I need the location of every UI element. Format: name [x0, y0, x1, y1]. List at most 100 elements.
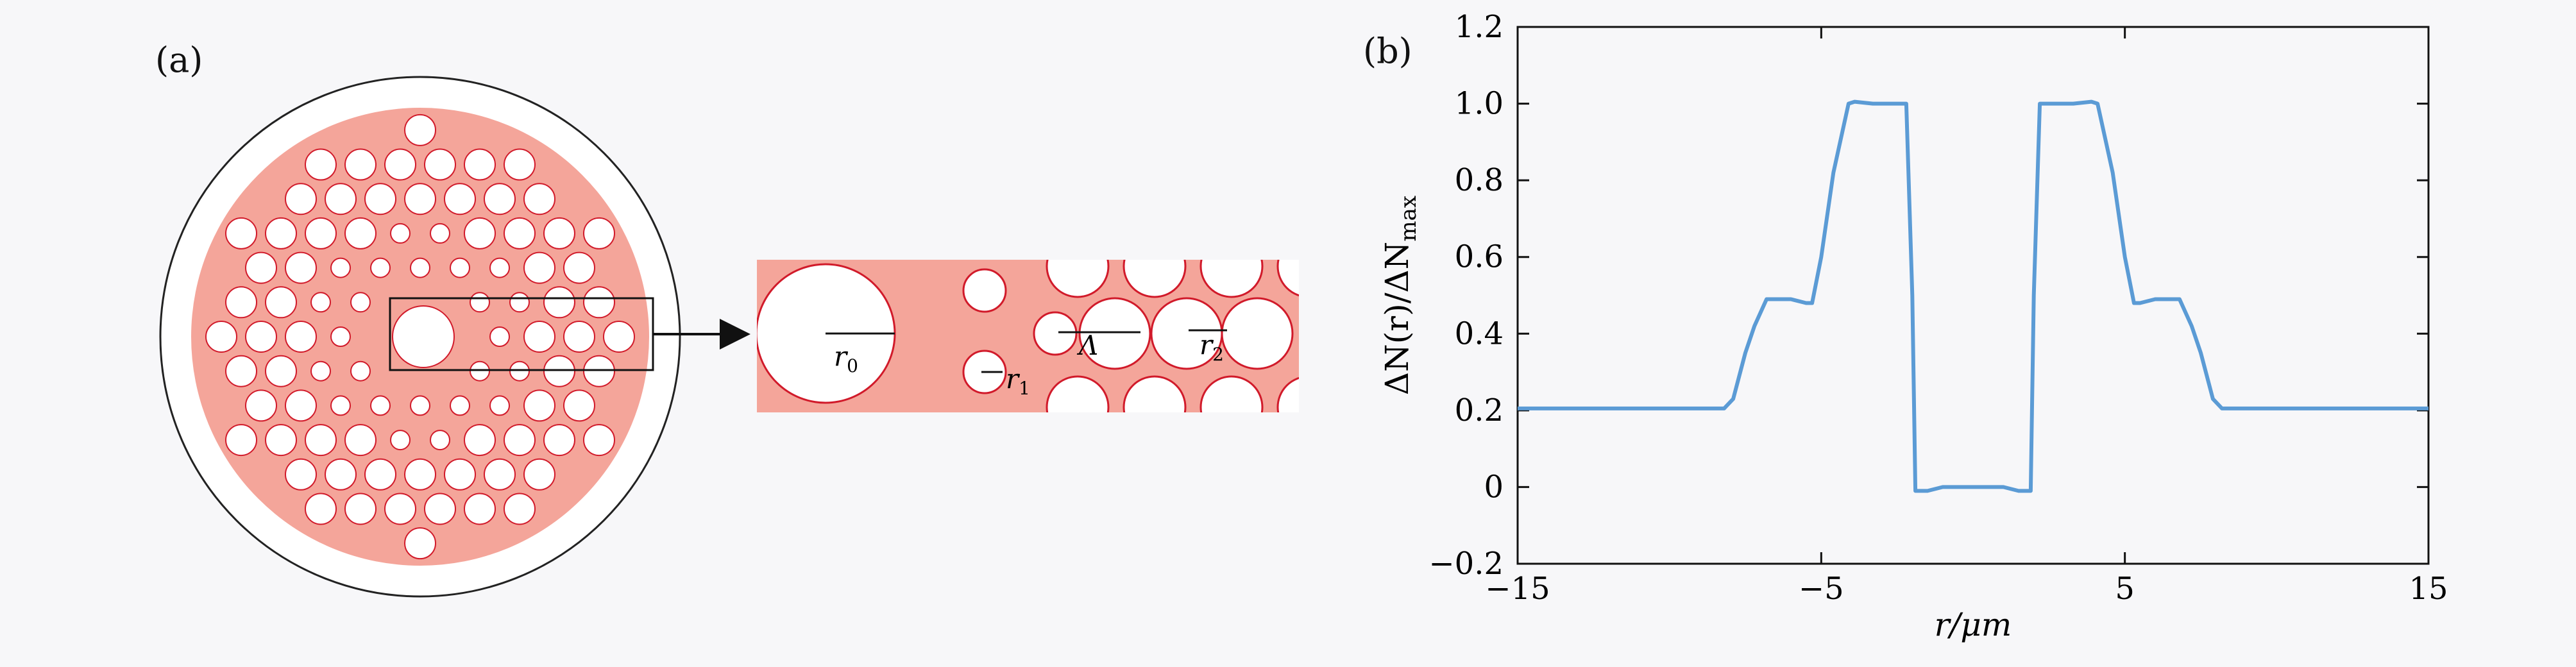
air-hole: [325, 458, 357, 491]
y-tick-label: 0.4: [1455, 316, 1504, 351]
air-hole: [543, 217, 575, 249]
air-hole: [390, 223, 411, 244]
y-axis-ticks: −0.2 0 0.2 0.4 0.6 0.8 1.0 1.2: [1428, 9, 2428, 582]
air-hole: [344, 148, 377, 181]
air-hole: [489, 257, 510, 278]
air-hole: [344, 217, 377, 249]
air-hole: [364, 183, 396, 215]
air-hole: [464, 424, 496, 457]
air-hole: [583, 286, 615, 319]
x-tick-label: 5: [2115, 571, 2135, 607]
air-hole: [523, 183, 555, 215]
plot-area-frame: [1516, 26, 2430, 565]
air-hole: [583, 424, 615, 457]
air-hole: [484, 183, 516, 215]
air-hole: [404, 527, 436, 560]
air-hole: [563, 321, 595, 353]
air-hole: [470, 360, 490, 382]
x-tick-label: −15: [1485, 571, 1550, 607]
air-hole: [285, 183, 317, 215]
x-tick-label: 15: [2409, 571, 2448, 607]
r1-label: r1: [1006, 363, 1030, 399]
air-hole: [450, 395, 470, 416]
air-hole: [404, 114, 436, 146]
air-hole: [344, 493, 377, 525]
air-hole: [330, 326, 351, 347]
air-hole: [603, 321, 635, 353]
air-hole: [285, 389, 317, 422]
zoomed-air-hole: [1123, 375, 1187, 412]
zoomed-air-hole: [1276, 376, 1299, 412]
air-hole: [523, 251, 555, 284]
air-hole: [265, 355, 297, 387]
y-tick-label: 1.2: [1455, 9, 1504, 45]
air-hole: [450, 257, 470, 278]
air-hole: [509, 292, 530, 313]
air-holes: [205, 114, 635, 560]
air-hole: [330, 395, 351, 416]
air-hole: [543, 355, 575, 387]
air-hole: [225, 424, 257, 457]
air-hole: [444, 183, 476, 215]
air-hole: [305, 424, 337, 457]
air-hole: [310, 360, 331, 382]
air-hole: [424, 148, 456, 181]
air-hole: [325, 183, 357, 215]
y-tick-label: 0: [1484, 469, 1504, 505]
air-hole: [563, 389, 595, 422]
air-hole: [225, 217, 257, 249]
y-tick-label: −0.2: [1428, 546, 1504, 582]
chart-svg: −15 −5 5 15 −0.2 0 0.2 0.4 0.6 0.8 1.0 1.2 r/μm ΔN…: [1378, 9, 2448, 643]
air-hole: [245, 321, 277, 353]
air-hole: [424, 493, 456, 525]
air-hole: [523, 321, 555, 353]
air-hole: [504, 148, 536, 181]
air-hole: [384, 493, 416, 525]
fiber-cross-section-figure: r0 r1 Λ r2: [159, 76, 1299, 598]
air-hole: [489, 395, 510, 416]
air-hole: [464, 217, 496, 249]
air-hole: [285, 458, 317, 491]
panel-b-label: (b): [1363, 31, 1412, 71]
air-hole: [404, 458, 436, 491]
air-hole: [504, 493, 536, 525]
panel-a-label: (a): [155, 40, 203, 80]
zoomed-air-hole: [1276, 260, 1299, 297]
y-axis-label: ΔN(r)/ΔNmax: [1378, 196, 1421, 395]
y-tick-label: 0.2: [1455, 393, 1504, 428]
air-hole: [225, 355, 257, 387]
air-hole: [543, 286, 575, 319]
air-hole: [583, 355, 615, 387]
zoomed-air-hole: [1033, 311, 1078, 356]
zoomed-air-hole: [1046, 375, 1110, 412]
air-hole: [430, 223, 450, 244]
y-tick-label: 1.0: [1455, 86, 1504, 122]
zoomed-air-hole: [1046, 260, 1110, 298]
air-hole: [504, 217, 536, 249]
air-hole: [484, 458, 516, 491]
air-hole: [444, 458, 476, 491]
air-hole: [350, 360, 371, 382]
air-hole: [410, 395, 430, 416]
air-hole: [370, 257, 391, 278]
zoomed-air-hole: [1221, 297, 1294, 370]
air-hole: [245, 389, 277, 422]
air-hole: [464, 148, 496, 181]
air-hole: [384, 148, 416, 181]
zoomed-air-hole: [1199, 260, 1264, 298]
zoomed-air-hole: [962, 268, 1007, 313]
air-hole: [392, 305, 455, 368]
air-hole: [563, 251, 595, 284]
air-hole: [305, 217, 337, 249]
y-tick-label: 0.6: [1455, 239, 1504, 275]
air-hole: [350, 292, 371, 313]
air-hole: [390, 430, 411, 451]
air-hole: [364, 458, 396, 491]
air-hole: [265, 424, 297, 457]
zoomed-strip: [757, 260, 1299, 412]
pitch-label: Λ: [1076, 330, 1098, 361]
air-hole: [205, 321, 237, 353]
air-hole: [330, 257, 351, 278]
air-hole: [543, 424, 575, 457]
